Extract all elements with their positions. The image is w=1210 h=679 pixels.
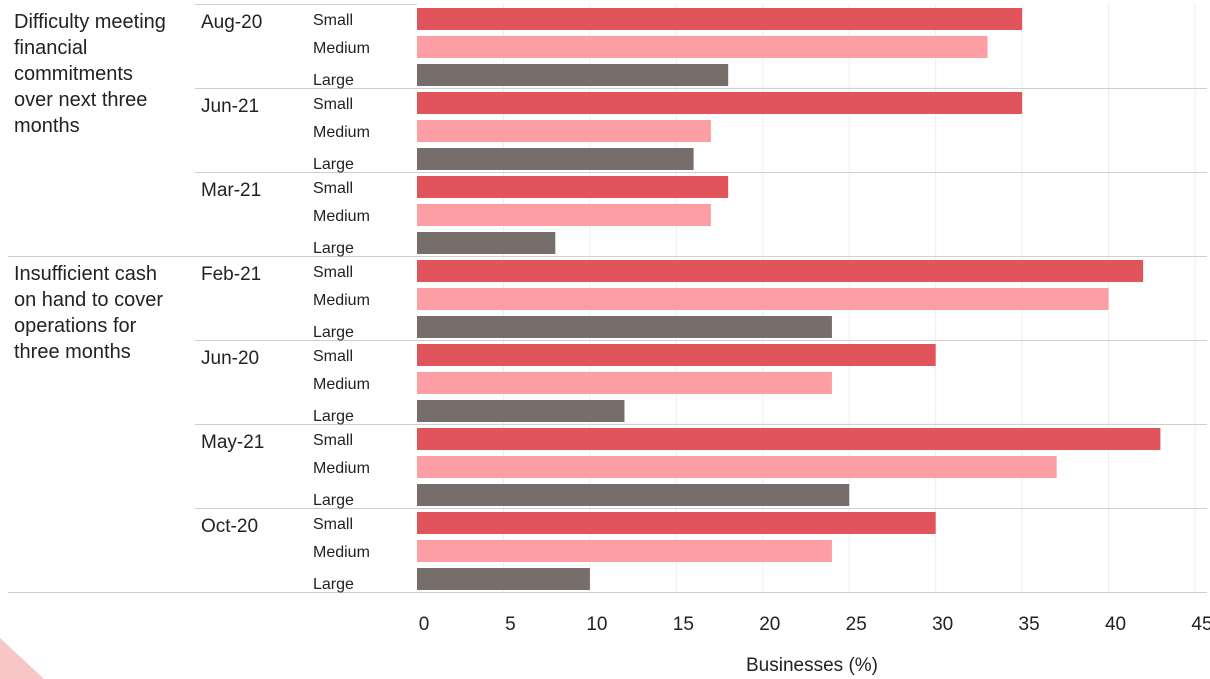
size-label: Small [313, 264, 353, 281]
x-tick-label: 35 [1019, 614, 1040, 635]
size-label: Large [313, 576, 354, 593]
size-label: Medium [313, 292, 370, 309]
size-label: Medium [313, 460, 370, 477]
x-axis-ticks: 0 5 10 15 20 25 30 35 40 45 [419, 614, 1210, 635]
bar-medium [417, 456, 1057, 478]
size-label: Small [313, 96, 353, 113]
size-label: Small [313, 516, 353, 533]
bar-small [417, 428, 1161, 450]
size-label: Large [313, 408, 354, 425]
group-label-line: operations for [14, 315, 137, 337]
corner-decoration [0, 638, 44, 679]
category-labels: Difficulty meeting financial commitments ov… [14, 11, 370, 593]
size-label: Medium [313, 124, 370, 141]
period-label: Mar-21 [201, 180, 261, 201]
x-axis-label: Businesses (%) [746, 655, 878, 676]
group-label-line: over next three [14, 89, 147, 111]
bar-large [417, 568, 590, 590]
bar-large [417, 400, 625, 422]
size-label: Large [313, 72, 354, 89]
group-label-line: on hand to cover [14, 289, 163, 311]
bar-small [417, 92, 1023, 114]
size-label: Large [313, 240, 354, 257]
x-tick-label: 15 [673, 614, 694, 635]
x-tick-label: 0 [419, 614, 430, 635]
group-label-line: three months [14, 341, 131, 363]
bar-large [417, 484, 850, 506]
group-label-line: Difficulty meeting [14, 11, 166, 33]
period-label: Feb-21 [201, 264, 261, 285]
bar-large [417, 148, 694, 170]
size-label: Large [313, 156, 354, 173]
size-label: Small [313, 180, 353, 197]
size-label: Medium [313, 208, 370, 225]
bar-small [417, 260, 1144, 282]
size-label: Small [313, 432, 353, 449]
bar-large [417, 64, 729, 86]
period-label: Oct-20 [201, 516, 258, 537]
size-label: Large [313, 492, 354, 509]
bar-medium [417, 36, 988, 58]
group-label-line: months [14, 115, 80, 137]
size-label: Small [313, 12, 353, 29]
x-tick-label: 30 [932, 614, 953, 635]
bar-large [417, 232, 556, 254]
group-label-line: financial [14, 37, 87, 59]
bar-small [417, 344, 936, 366]
bar-medium [417, 372, 832, 394]
bar-medium [417, 540, 832, 562]
group-label-line: Insufficient cash [14, 263, 157, 285]
bar-small [417, 512, 936, 534]
period-label: May-21 [201, 432, 264, 453]
x-tick-label: 5 [505, 614, 516, 635]
bar-medium [417, 120, 711, 142]
size-label: Medium [313, 40, 370, 57]
bar-large [417, 316, 832, 338]
bar-medium [417, 204, 711, 226]
period-label: Jun-20 [201, 348, 259, 369]
bar-medium [417, 288, 1109, 310]
size-label: Large [313, 324, 354, 341]
x-tick-label: 40 [1105, 614, 1126, 635]
size-label: Small [313, 348, 353, 365]
bar-small [417, 176, 729, 198]
size-label: Medium [313, 544, 370, 561]
x-tick-label: 10 [586, 614, 607, 635]
bar-small [417, 8, 1023, 30]
group-separators [8, 4, 1207, 593]
bars [417, 8, 1161, 590]
size-label: Medium [313, 376, 370, 393]
x-tick-label: 25 [846, 614, 867, 635]
x-tick-label: 45 [1191, 614, 1210, 635]
x-tick-label: 20 [759, 614, 780, 635]
group-label-line: commitments [14, 63, 133, 85]
period-label: Jun-21 [201, 96, 259, 117]
period-label: Aug-20 [201, 12, 262, 33]
